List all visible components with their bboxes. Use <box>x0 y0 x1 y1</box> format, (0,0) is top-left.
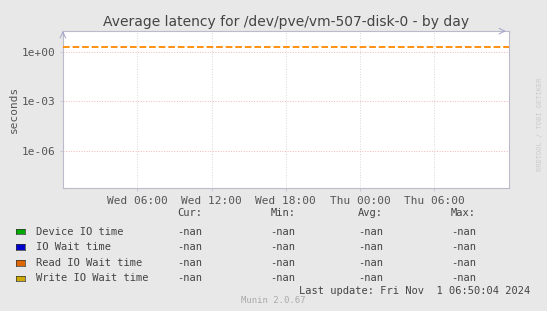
Text: RRDTOOL / TOBI OETIKER: RRDTOOL / TOBI OETIKER <box>537 78 543 171</box>
Text: -nan: -nan <box>358 258 383 268</box>
Text: -nan: -nan <box>270 242 295 252</box>
Text: Device IO time: Device IO time <box>36 227 123 237</box>
Title: Average latency for /dev/pve/vm-507-disk-0 - by day: Average latency for /dev/pve/vm-507-disk… <box>103 15 469 29</box>
Text: Read IO Wait time: Read IO Wait time <box>36 258 142 268</box>
Text: -nan: -nan <box>451 242 476 252</box>
Text: Last update: Fri Nov  1 06:50:04 2024: Last update: Fri Nov 1 06:50:04 2024 <box>299 286 531 296</box>
Text: -nan: -nan <box>358 227 383 237</box>
Text: -nan: -nan <box>358 242 383 252</box>
Text: Write IO Wait time: Write IO Wait time <box>36 273 148 283</box>
Text: -nan: -nan <box>270 258 295 268</box>
Text: Avg:: Avg: <box>358 208 383 218</box>
Text: -nan: -nan <box>451 227 476 237</box>
Text: -nan: -nan <box>451 258 476 268</box>
Text: IO Wait time: IO Wait time <box>36 242 110 252</box>
Text: -nan: -nan <box>451 273 476 283</box>
Y-axis label: seconds: seconds <box>9 86 19 133</box>
Text: Max:: Max: <box>451 208 476 218</box>
Text: -nan: -nan <box>177 242 202 252</box>
Text: Munin 2.0.67: Munin 2.0.67 <box>241 296 306 305</box>
Text: -nan: -nan <box>177 273 202 283</box>
Text: -nan: -nan <box>358 273 383 283</box>
Text: -nan: -nan <box>177 258 202 268</box>
Text: Cur:: Cur: <box>177 208 202 218</box>
Text: -nan: -nan <box>270 273 295 283</box>
Text: Min:: Min: <box>270 208 295 218</box>
Text: -nan: -nan <box>177 227 202 237</box>
Text: -nan: -nan <box>270 227 295 237</box>
